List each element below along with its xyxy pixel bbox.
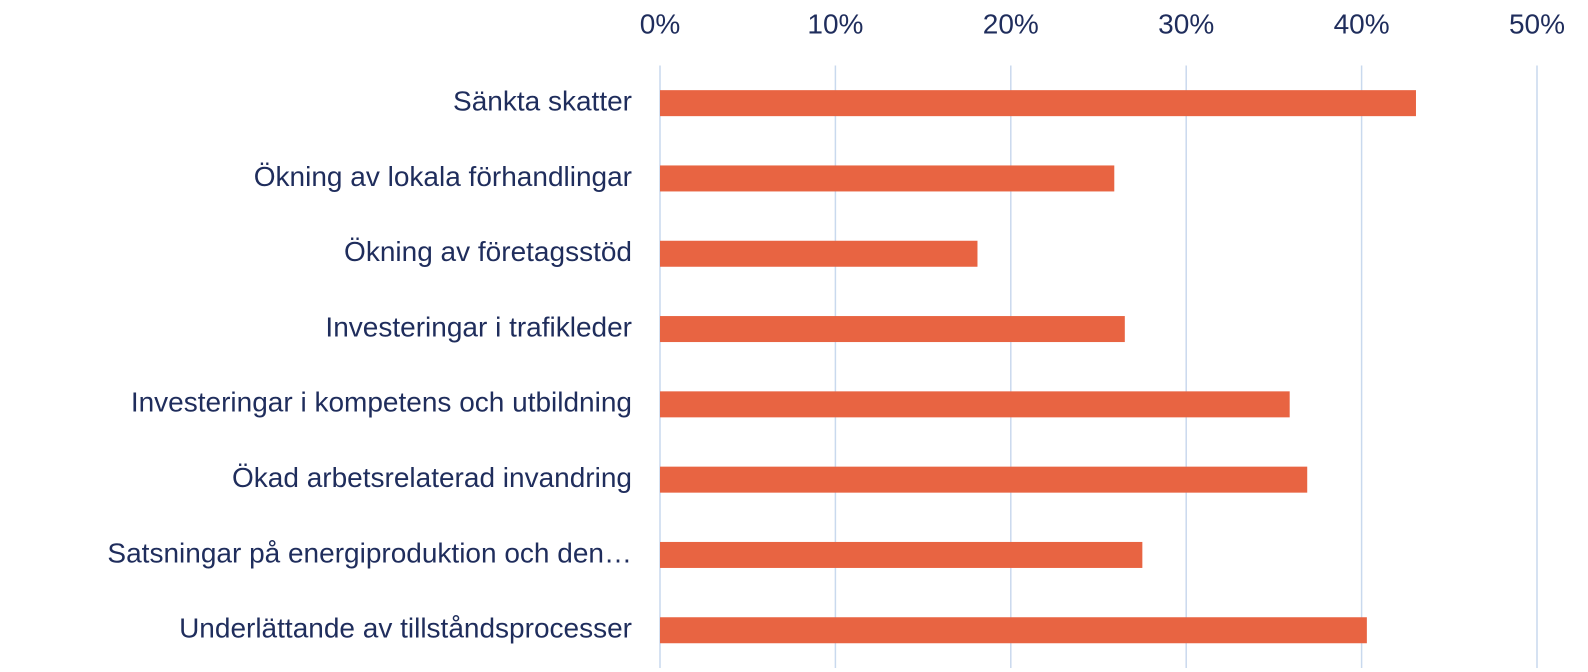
x-tick-label: 20% xyxy=(983,8,1039,39)
y-tick-label: Ökning av lokala förhandlingar xyxy=(254,161,632,192)
bar xyxy=(660,165,1115,192)
y-tick-label: Sänkta skatter xyxy=(453,86,632,117)
bar xyxy=(660,617,1367,644)
bar xyxy=(660,466,1308,493)
bar xyxy=(660,541,1143,568)
y-tick-label: Investeringar i kompetens och utbildning xyxy=(131,387,632,418)
bar xyxy=(660,240,978,267)
bar xyxy=(660,391,1290,418)
x-tick-label: 0% xyxy=(640,8,680,39)
y-tick-label: Underlättande av tillståndsprocesser xyxy=(179,613,632,644)
y-tick-label: Investeringar i trafikleder xyxy=(325,311,632,342)
y-tick-label: Ökning av företagsstöd xyxy=(344,236,632,267)
y-tick-label: Satsningar på energiproduktion och den… xyxy=(107,537,632,568)
x-tick-label: 40% xyxy=(1334,8,1390,39)
bar xyxy=(660,316,1125,343)
bar xyxy=(660,90,1416,117)
x-tick-label: 30% xyxy=(1158,8,1214,39)
x-tick-label: 10% xyxy=(807,8,863,39)
y-tick-label: Ökad arbetsrelaterad invandring xyxy=(232,462,632,493)
x-tick-label: 50% xyxy=(1509,8,1565,39)
